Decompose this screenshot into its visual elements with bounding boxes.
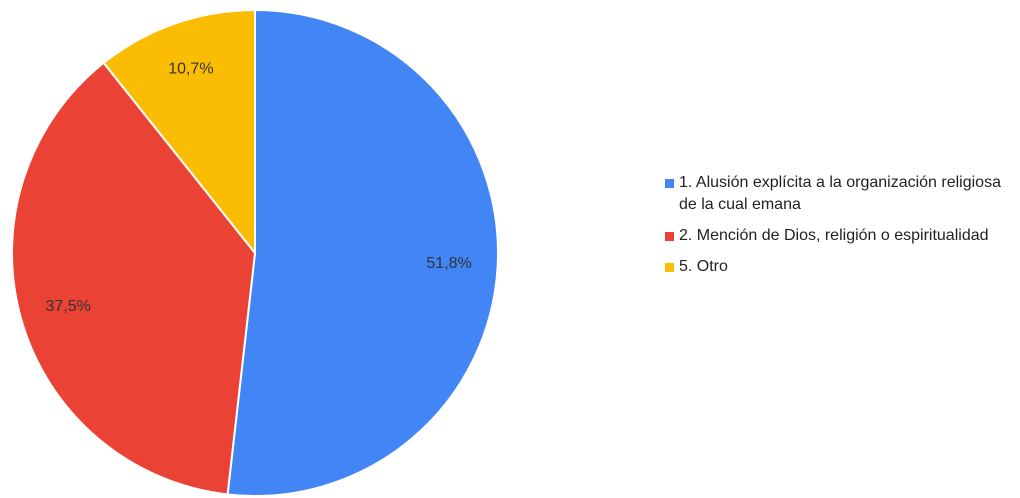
pie-slice (226, 8, 499, 497)
slice-label: 37,5% (45, 298, 90, 315)
legend-item: 5. Otro (665, 256, 1015, 278)
legend-swatch (665, 232, 674, 241)
pie-area: 51,8% 37,5% 10,7% (11, 8, 499, 497)
slice-label: 10,7% (168, 61, 213, 78)
legend-item: 1. Alusión explícita a la organización r… (665, 172, 1015, 216)
legend-label: 1. Alusión explícita a la organización r… (679, 174, 1001, 213)
legend-label: 2. Mención de Dios, religión o espiritua… (679, 227, 989, 244)
pie-slice (102, 8, 256, 256)
legend-swatch (665, 263, 674, 272)
legend-swatch (665, 179, 674, 188)
legend-label: 5. Otro (679, 258, 728, 275)
slice-label: 51,8% (426, 255, 471, 272)
legend: 1. Alusión explícita a la organización r… (665, 172, 1015, 287)
pie-slice (11, 61, 257, 496)
legend-item: 2. Mención de Dios, religión o espiritua… (665, 225, 1015, 247)
